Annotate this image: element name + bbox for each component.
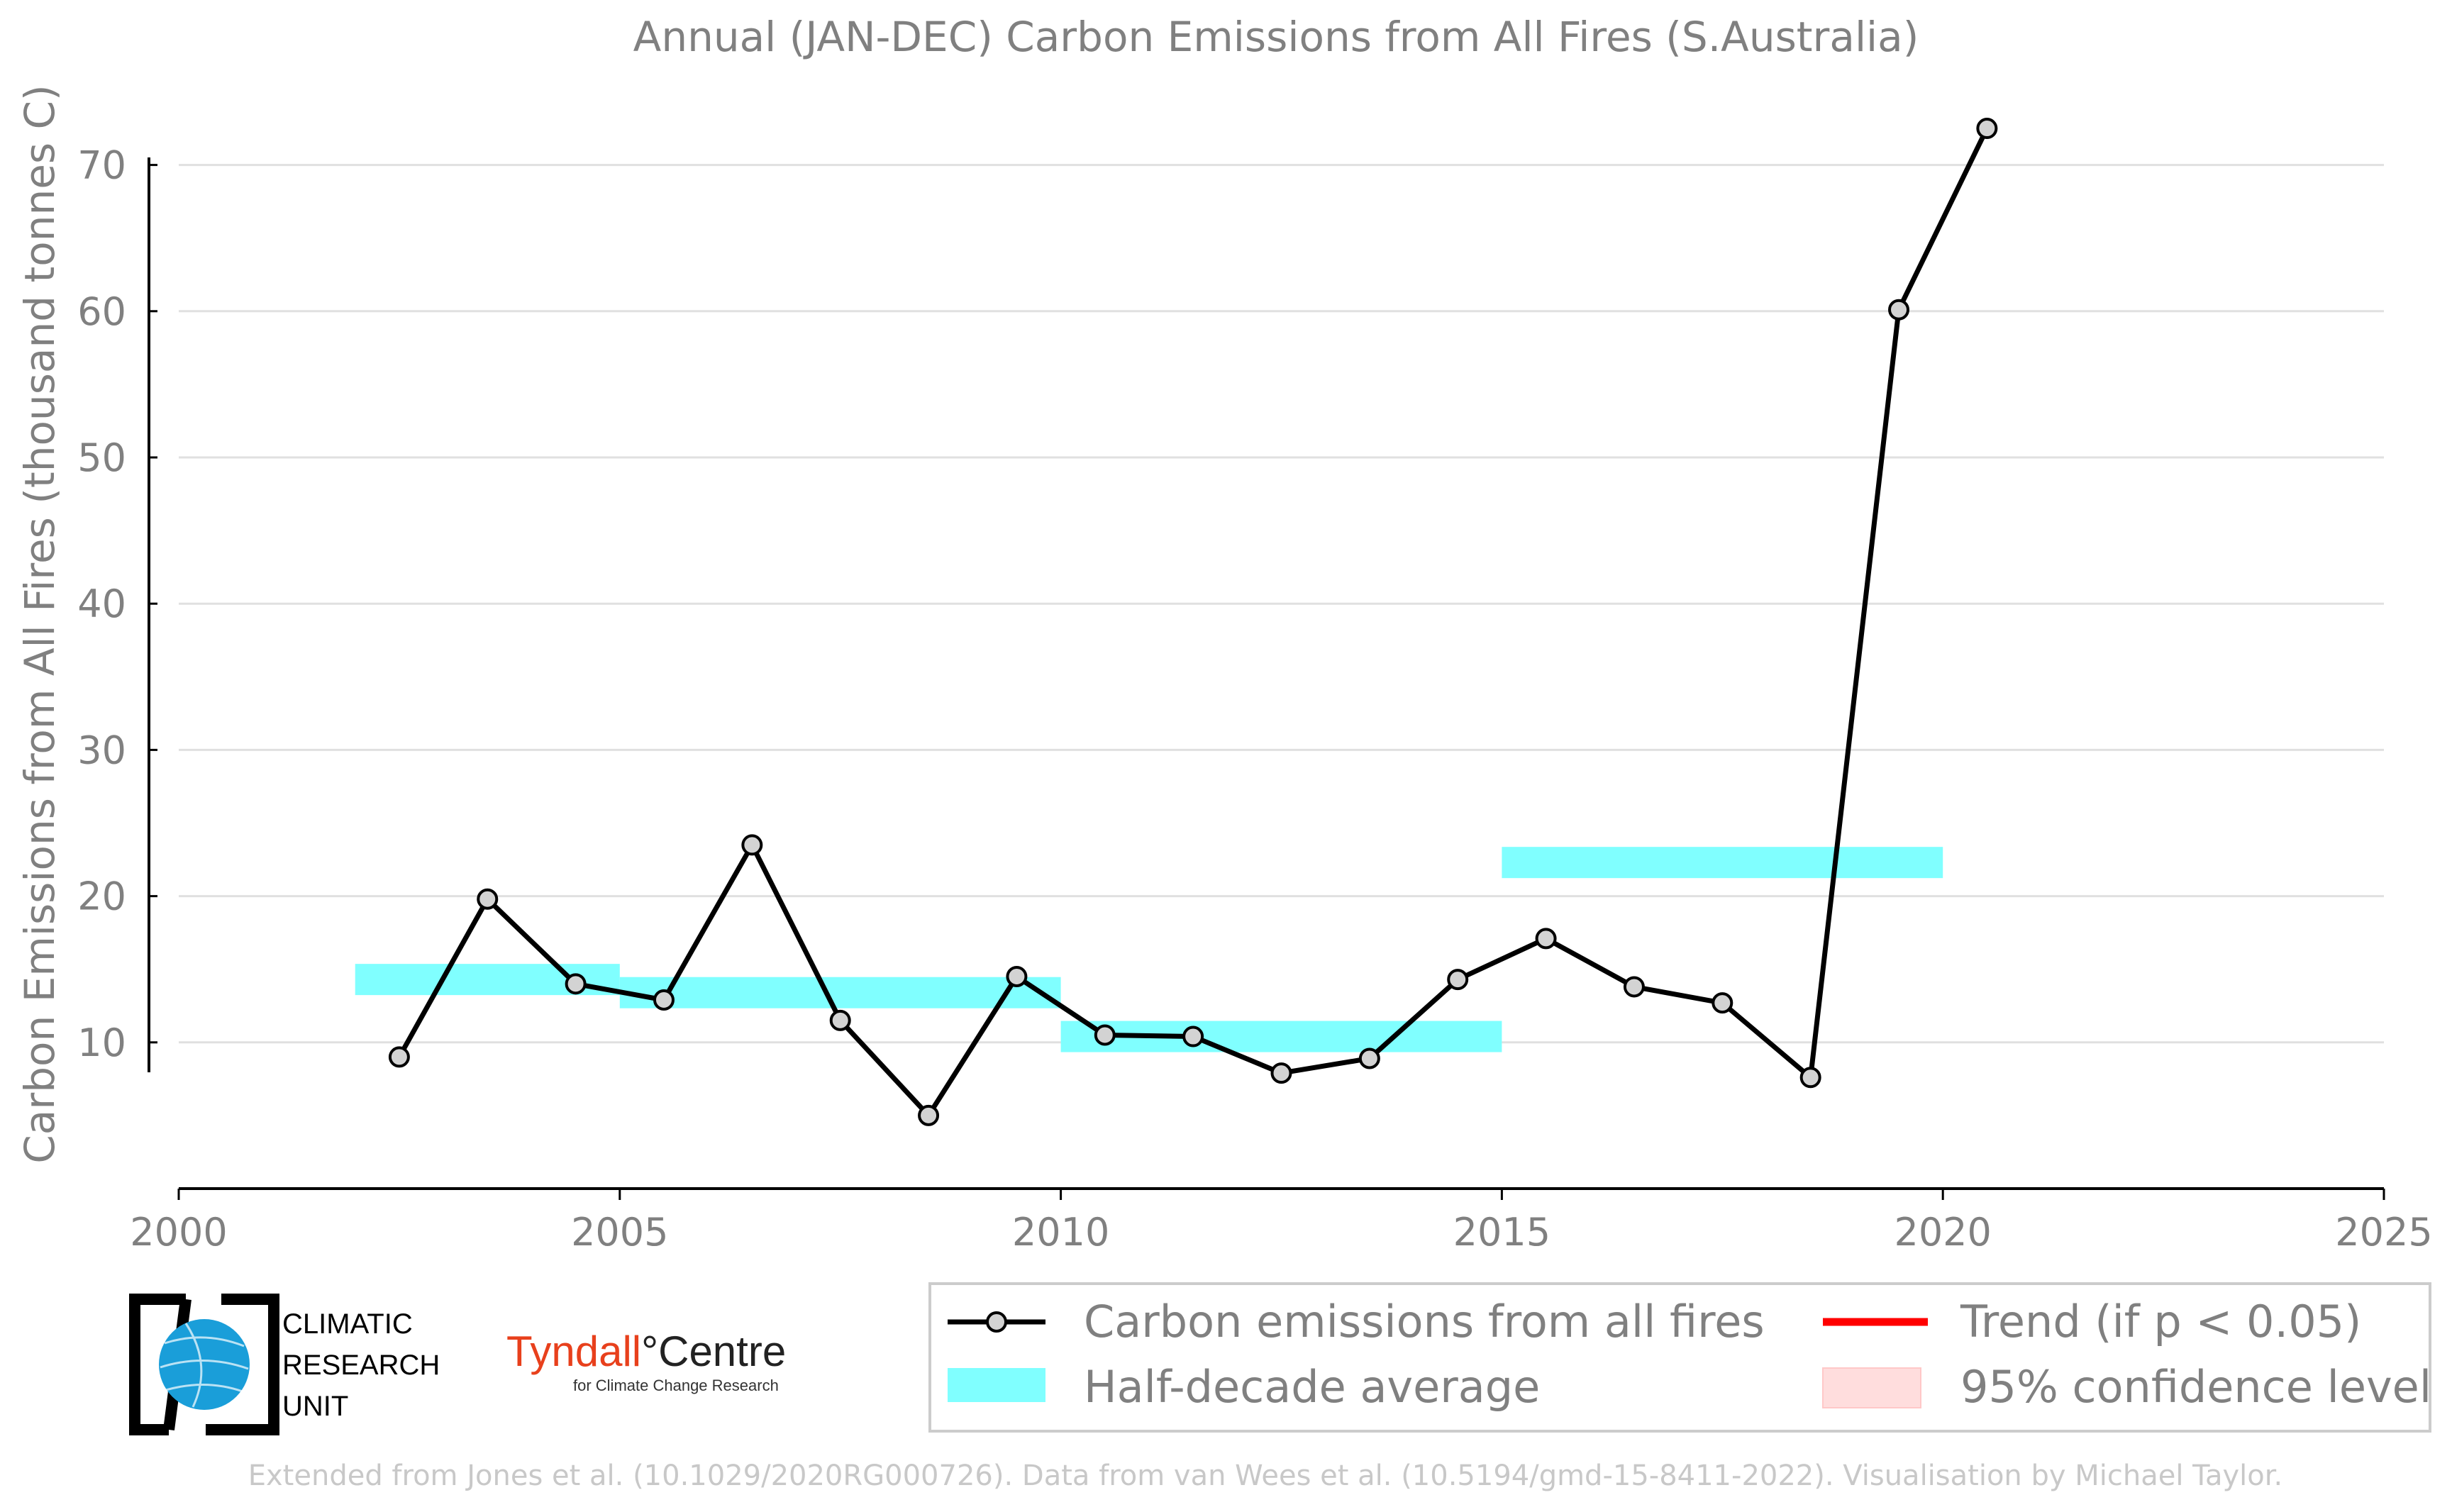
tyndall-logo-centre: Centre	[658, 1328, 786, 1375]
data-point-2006.5	[741, 834, 763, 856]
data-point-2017.5	[1712, 992, 1733, 1014]
y-tick-label-10: 10	[77, 1021, 126, 1065]
half-decade-averages	[355, 847, 1943, 1052]
data-point-2009.5	[1006, 966, 1028, 988]
legend-symbol-emissions-marker	[986, 1311, 1007, 1333]
data-point-2016.5	[1623, 976, 1645, 998]
data-point-2003.5	[477, 888, 499, 910]
axes: 10 20 30 40 50 60 70 2000 2005 2010 2015 2020 2025	[77, 143, 2432, 1255]
y-tick-label-70: 70	[77, 143, 126, 188]
footer-credits: Extended from Jones et al. (10.1029/2020…	[248, 1460, 2283, 1492]
legend: Carbon emissions from all fires Trend (i…	[928, 1282, 2431, 1433]
cru-logo: CLIMATIC RESEARCH UNIT	[129, 1294, 440, 1435]
globe-icon	[159, 1319, 250, 1410]
data-point-2010.5	[1094, 1024, 1116, 1046]
gridlines	[179, 164, 2384, 1044]
legend-label-confidence: 95% confidence level	[1960, 1361, 2431, 1413]
y-tick-label-60: 60	[77, 289, 126, 334]
legend-label-average: Half-decade average	[1084, 1361, 1540, 1413]
data-point-2008.5	[918, 1104, 940, 1126]
data-point-2014.5	[1447, 969, 1469, 991]
x-tick-label-2000: 2000	[130, 1210, 227, 1255]
legend-frame	[928, 1282, 2431, 1433]
legend-label-emissions: Carbon emissions from all fires	[1084, 1296, 1765, 1347]
data-point-2007.5	[829, 1009, 851, 1031]
x-tick-label-2005: 2005	[571, 1210, 668, 1255]
x-tick-label-2020: 2020	[1894, 1210, 1991, 1255]
y-tick-label-20: 20	[77, 874, 126, 919]
data-point-2004.5	[565, 973, 587, 995]
chart-title: Annual (JAN-DEC) Carbon Emissions from A…	[633, 13, 1919, 61]
data-point-2015.5	[1535, 928, 1557, 950]
tyndall-logo: Tyndall°Centre for Climate Change Resear…	[506, 1328, 786, 1394]
y-tick-label-30: 30	[77, 728, 126, 772]
data-point-2011.5	[1182, 1025, 1204, 1047]
legend-label-trend: Trend (if p < 0.05)	[1960, 1296, 2361, 1347]
half-decade-bar-3	[1502, 847, 1943, 879]
emissions-line	[396, 127, 1990, 1118]
data-point-2019.5	[1888, 299, 1910, 321]
tyndall-logo-word: Tyndall	[506, 1328, 641, 1375]
data-point-2013.5	[1358, 1047, 1380, 1069]
y-tick-label-40: 40	[77, 582, 126, 626]
tyndall-logo-name: Tyndall°Centre	[506, 1328, 786, 1375]
x-tick-label-2015: 2015	[1453, 1210, 1550, 1255]
data-point-2002.5	[388, 1046, 410, 1068]
cru-logo-line-2: RESEARCH	[282, 1350, 440, 1381]
tyndall-logo-degree: °	[641, 1328, 658, 1375]
cru-logo-line-3: UNIT	[282, 1391, 348, 1422]
data-point-2020.5	[1976, 118, 1998, 140]
series-group	[388, 118, 1998, 1126]
legend-symbol-average	[948, 1368, 1045, 1402]
cru-logo-line-1: CLIMATIC	[282, 1308, 413, 1340]
data-point-2018.5	[1799, 1067, 1821, 1089]
data-point-2012.5	[1270, 1062, 1292, 1084]
x-tick-label-2010: 2010	[1012, 1210, 1109, 1255]
x-tick-label-2025: 2025	[2335, 1210, 2432, 1255]
y-tick-label-50: 50	[77, 435, 126, 480]
y-axis-label: Carbon Emissions from All Fires (thousan…	[16, 84, 64, 1163]
half-decade-bar-1	[619, 977, 1061, 1008]
legend-symbol-confidence	[1822, 1367, 1921, 1408]
data-point-2005.5	[653, 989, 675, 1011]
tyndall-logo-subtitle: for Climate Change Research	[573, 1377, 779, 1394]
